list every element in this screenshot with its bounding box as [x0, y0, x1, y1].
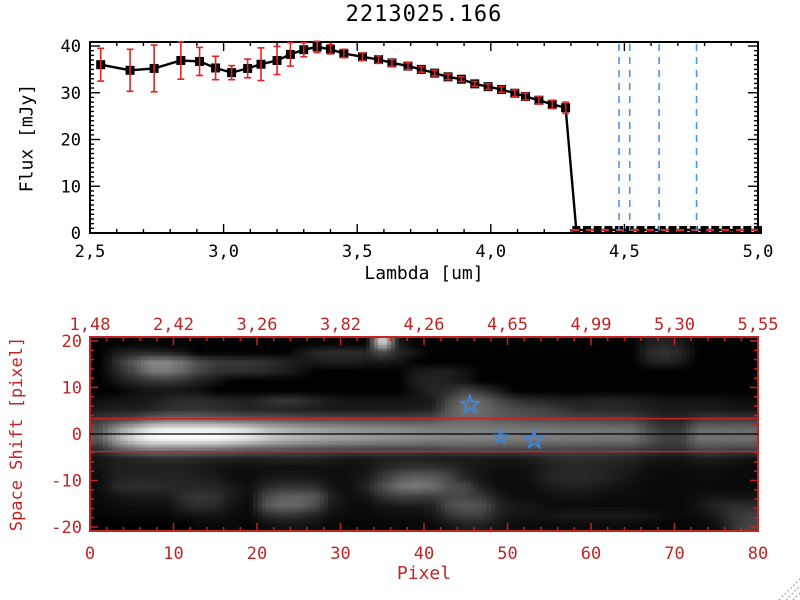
svg-text:20: 20 [247, 544, 267, 564]
svg-text:1,48: 1,48 [70, 315, 111, 335]
top-plot-tick-labels: 2,5 3,0 3,5 4,0 4,5 5,0 0 10 20 30 40 [61, 37, 774, 262]
spectrum-points [96, 42, 571, 113]
svg-text:4,99: 4,99 [571, 315, 612, 335]
svg-text:4,0: 4,0 [475, 242, 506, 262]
svg-text:20: 20 [62, 332, 82, 352]
star-icon [459, 393, 481, 415]
svg-text:5,30: 5,30 [654, 315, 695, 335]
flux-axis-label: Flux [mJy] [16, 83, 38, 193]
svg-text:3,82: 3,82 [320, 315, 361, 335]
svg-text:40: 40 [414, 544, 434, 564]
svg-text:-20: -20 [51, 518, 82, 538]
svg-text:0: 0 [85, 544, 95, 564]
svg-text:3,5: 3,5 [342, 242, 373, 262]
svg-text:10: 10 [163, 544, 183, 564]
image-tick-labels: 0 10 20 30 40 50 60 70 80 20 10 0 -10 -20 1,48 2,42 3,26… [51, 315, 778, 564]
svg-text:3,26: 3,26 [237, 315, 278, 335]
svg-text:10: 10 [62, 379, 82, 399]
pixel-axis-label: Pixel [396, 563, 452, 584]
top-plot-ticks [89, 42, 759, 234]
svg-text:2,5: 2,5 [75, 242, 106, 262]
star-markers [459, 393, 546, 450]
aperture-lines [90, 417, 758, 453]
error-bars [97, 40, 570, 115]
svg-text:4,5: 4,5 [609, 242, 640, 262]
svg-text:3,0: 3,0 [208, 242, 239, 262]
resize-grip[interactable] [778, 578, 800, 600]
svg-text:60: 60 [581, 544, 601, 564]
svg-text:5,0: 5,0 [743, 242, 774, 262]
lambda-axis-label: Lambda [um] [364, 263, 484, 284]
star-icon [523, 428, 546, 450]
star-icon [492, 428, 510, 445]
svg-text:70: 70 [664, 544, 684, 564]
svg-text:2,42: 2,42 [153, 315, 194, 335]
image-ticks [89, 337, 759, 531]
svg-text:40: 40 [61, 37, 81, 57]
top-plot-frame [89, 41, 759, 234]
line-wavelength-markers [618, 44, 698, 231]
svg-text:20: 20 [61, 131, 81, 151]
svg-text:4,65: 4,65 [487, 315, 528, 335]
svg-text:0: 0 [72, 425, 82, 445]
plot-title: 2213025.166 [345, 2, 503, 27]
svg-text:50: 50 [497, 544, 517, 564]
svg-text:80: 80 [748, 544, 768, 564]
svg-text:4,26: 4,26 [404, 315, 445, 335]
space-shift-axis-label: Space Shift [pixel] [7, 336, 27, 532]
svg-text:-10: -10 [51, 472, 82, 492]
svg-text:10: 10 [61, 177, 81, 197]
svg-text:5,55: 5,55 [738, 315, 779, 335]
svg-text:30: 30 [61, 84, 81, 104]
svg-text:0: 0 [71, 224, 81, 244]
svg-text:30: 30 [330, 544, 350, 564]
